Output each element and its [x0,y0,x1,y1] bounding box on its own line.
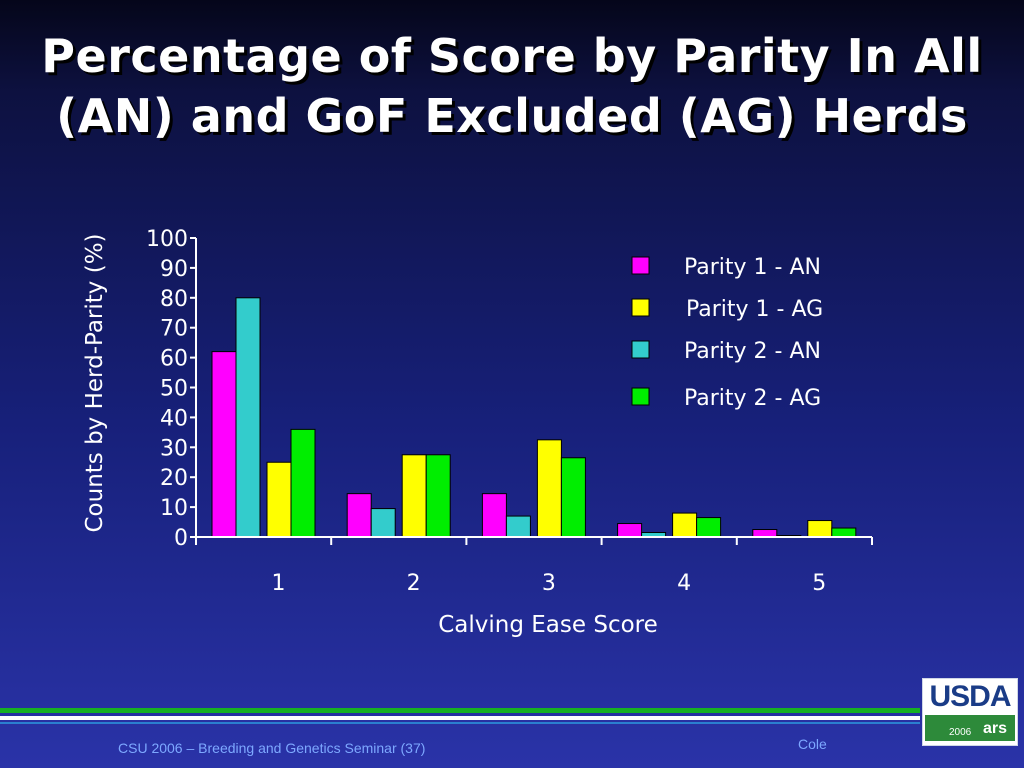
bar-parity-2-an-score-2 [370,508,396,538]
bar-parity-1-ag-score-5 [807,520,833,538]
x-tick-label: 1 [271,571,285,596]
bar-parity-1-an-score-1 [211,351,237,538]
usda-logo-year: 2006 [949,727,972,738]
x-tick-label: 4 [677,571,691,596]
ars-logo-mark: ars [983,720,1008,737]
bar-parity-1-ag-score-3 [536,439,562,538]
legend-label: Parity 1 - AG [686,297,823,322]
bar-parity-1-an-score-4 [617,523,643,538]
footer-seminar-text: CSU 2006 – Breeding and Genetics Seminar… [118,740,426,756]
slide-title: Percentage of Score by Parity In All (AN… [0,26,1024,146]
bar-chart: Counts by Herd-Parity (%) Calving Ease S… [82,227,857,638]
bar-parity-2-ag-score-1 [290,428,316,538]
bar-parity-1-ag-score-4 [672,512,698,538]
bar-parity-1-ag-score-2 [401,454,427,538]
title-line-1: Percentage of Score by Parity In All [41,29,983,83]
bar-parity-2-ag-score-3 [560,457,586,538]
x-tick-label: 2 [407,571,421,596]
footer-divider-blue [0,722,920,724]
usda-logo-text: USDA [929,680,1011,713]
legend-swatch [631,387,650,406]
bar-parity-2-an-score-1 [235,297,261,538]
bar-parity-1-an-score-2 [346,493,372,538]
bar-parity-1-an-score-3 [481,493,507,538]
bar-parity-2-an-score-3 [505,515,531,538]
legend-swatch [631,298,650,317]
legend-label: Parity 2 - AG [684,386,821,411]
legend-swatch [631,340,650,359]
legend-swatch [631,256,650,275]
bar-parity-1-an-score-5 [752,529,778,538]
bar-parity-2-ag-score-2 [425,454,451,538]
y-tick-label: 90 [160,257,188,282]
y-tick-label: 50 [160,377,188,402]
x-axis-label: Calving Ease Score [438,612,658,638]
y-tick-label: 70 [160,317,188,342]
x-tick-label: 3 [542,571,556,596]
y-tick-label: 10 [160,496,188,521]
usda-logo: USDA 2006 ars [922,678,1018,746]
bar-parity-2-ag-score-5 [831,527,857,538]
bar-parity-2-ag-score-4 [696,517,722,538]
footer-author: Cole [798,736,827,752]
title-line-2: (AN) and GoF Excluded (AG) Herds [56,89,968,143]
y-tick-label: 40 [160,406,188,431]
legend-label: Parity 2 - AN [684,339,821,364]
y-tick-label: 60 [160,347,188,372]
y-tick-label: 20 [160,466,188,491]
x-tick-label: 5 [812,571,826,596]
y-tick-label: 80 [160,287,188,312]
y-axis-label: Counts by Herd-Parity (%) [82,233,108,532]
legend-label: Parity 1 - AN [684,255,821,280]
y-tick-label: 100 [146,227,188,252]
y-tick-label: 0 [174,526,188,551]
footer-divider-green [0,708,920,713]
y-tick-label: 30 [160,436,188,461]
usda-logo-band [925,715,1015,741]
bar-parity-1-ag-score-1 [266,461,292,538]
footer-divider-white [0,716,920,720]
